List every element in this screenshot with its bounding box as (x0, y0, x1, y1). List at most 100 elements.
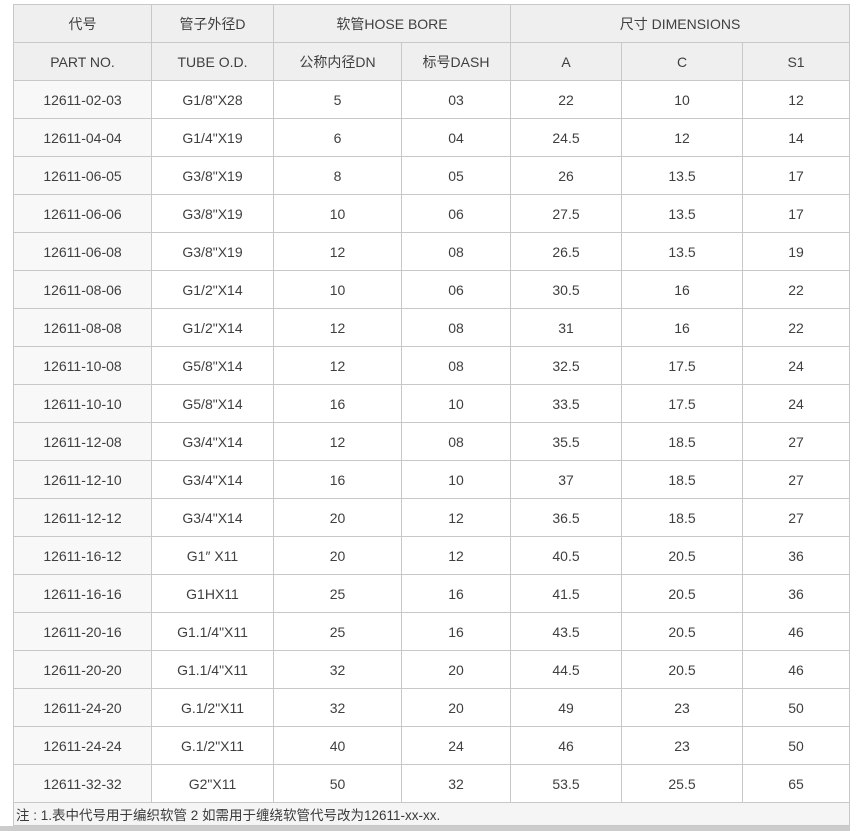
cell-tube-od: G3/4"X14 (151, 460, 274, 499)
cell-part-no: 12611-12-12 (13, 498, 152, 537)
table-row: 12611-10-10 G5/8"X14 16 10 33.5 17.5 24 (13, 384, 851, 423)
cell-c: 20.5 (621, 536, 743, 575)
cell-c: 17.5 (621, 346, 743, 385)
cell-dn: 12 (273, 422, 402, 461)
cell-a: 24.5 (510, 118, 622, 157)
cell-a: 32.5 (510, 346, 622, 385)
cell-dash: 16 (401, 574, 511, 613)
cell-tube-od: G1HX11 (151, 574, 274, 613)
cell-dash: 08 (401, 308, 511, 347)
table-row: 12611-12-08 G3/4"X14 12 08 35.5 18.5 27 (13, 422, 851, 461)
cell-part-no: 12611-10-08 (13, 346, 152, 385)
cell-c: 13.5 (621, 194, 743, 233)
cell-s1: 27 (741, 498, 851, 537)
cell-s1: 22 (741, 308, 851, 347)
cell-c: 23 (621, 726, 743, 765)
cell-dash: 06 (401, 270, 511, 309)
cell-c: 18.5 (621, 422, 743, 461)
cell-dn: 12 (273, 232, 402, 271)
header-tube-od-cn: 管子外径D (151, 4, 274, 43)
cell-s1: 50 (741, 688, 851, 727)
cell-s1: 14 (741, 118, 851, 157)
table-note: 注 : 1.表中代号用于编织软管 2 如需用于缠绕软管代号改为12611-xx-… (12, 802, 851, 826)
cell-part-no: 12611-02-03 (13, 80, 152, 119)
cell-c: 13.5 (621, 156, 743, 195)
table-row: 12611-08-08 G1/2"X14 12 08 31 16 22 (13, 308, 851, 347)
cell-dn: 50 (273, 764, 402, 803)
cell-part-no: 12611-12-10 (13, 460, 152, 499)
cell-s1: 19 (741, 232, 851, 271)
cell-dn: 32 (273, 688, 402, 727)
hose-fitting-spec-table: 代号 管子外径D 软管HOSE BORE 尺寸 DIMENSIONS PART … (12, 4, 851, 826)
cell-dash: 12 (401, 536, 511, 575)
table-body: 12611-02-03 G1/8"X28 5 03 22 10 12 12611-04-04 G… (13, 80, 851, 803)
header-c: C (621, 42, 743, 81)
cell-tube-od: G3/4"X14 (151, 422, 274, 461)
table-row: 12611-16-12 G1″ X11 20 12 40.5 20.5 36 (13, 536, 851, 575)
cell-s1: 36 (741, 536, 851, 575)
cell-s1: 50 (741, 726, 851, 765)
cell-a: 40.5 (510, 536, 622, 575)
cell-dn: 40 (273, 726, 402, 765)
cell-s1: 65 (741, 764, 851, 803)
cell-part-no: 12611-04-04 (13, 118, 152, 157)
cell-dn: 12 (273, 308, 402, 347)
cell-dash: 12 (401, 498, 511, 537)
cell-dn: 25 (273, 574, 402, 613)
cell-s1: 24 (741, 346, 851, 385)
cell-dn: 6 (273, 118, 402, 157)
cell-dn: 12 (273, 346, 402, 385)
cell-c: 10 (621, 80, 743, 119)
cell-dn: 10 (273, 270, 402, 309)
cell-dash: 20 (401, 650, 511, 689)
cell-a: 27.5 (510, 194, 622, 233)
cell-part-no: 12611-24-24 (13, 726, 152, 765)
cell-dash: 06 (401, 194, 511, 233)
cell-dash: 08 (401, 346, 511, 385)
cell-dash: 08 (401, 422, 511, 461)
cell-part-no: 12611-08-06 (13, 270, 152, 309)
table-row: 12611-06-08 G3/8"X19 12 08 26.5 13.5 19 (13, 232, 851, 271)
cell-c: 23 (621, 688, 743, 727)
cell-part-no: 12611-08-08 (13, 308, 152, 347)
cell-a: 26 (510, 156, 622, 195)
cell-part-no: 12611-20-20 (13, 650, 152, 689)
table-row: 12611-20-20 G1.1/4"X11 32 20 44.5 20.5 46 (13, 650, 851, 689)
cell-a: 37 (510, 460, 622, 499)
cell-dn: 10 (273, 194, 402, 233)
cell-c: 16 (621, 270, 743, 309)
cell-part-no: 12611-32-32 (13, 764, 152, 803)
cell-tube-od: G1/8"X28 (151, 80, 274, 119)
cell-part-no: 12611-06-06 (13, 194, 152, 233)
header-s1: S1 (741, 42, 851, 81)
cell-dash: 08 (401, 232, 511, 271)
cell-s1: 27 (741, 422, 851, 461)
cell-a: 33.5 (510, 384, 622, 423)
header-row-group: 代号 管子外径D 软管HOSE BORE 尺寸 DIMENSIONS (13, 4, 851, 43)
cell-c: 17.5 (621, 384, 743, 423)
header-tube-od-en: TUBE O.D. (151, 42, 274, 81)
header-dimensions-group: 尺寸 DIMENSIONS (509, 4, 851, 43)
cell-tube-od: G1/2"X14 (151, 270, 274, 309)
header-part-no-cn: 代号 (13, 4, 152, 43)
cell-part-no: 12611-06-05 (13, 156, 152, 195)
cell-dn: 16 (273, 460, 402, 499)
cell-s1: 17 (741, 194, 851, 233)
cell-s1: 17 (741, 156, 851, 195)
cell-a: 35.5 (510, 422, 622, 461)
cell-dn: 20 (273, 536, 402, 575)
cell-dn: 20 (273, 498, 402, 537)
cell-c: 16 (621, 308, 743, 347)
cell-part-no: 12611-06-08 (13, 232, 152, 271)
table-row: 12611-08-06 G1/2"X14 10 06 30.5 16 22 (13, 270, 851, 309)
table-row: 12611-20-16 G1.1/4"X11 25 16 43.5 20.5 46 (13, 612, 851, 651)
cell-dash: 16 (401, 612, 511, 651)
cell-c: 13.5 (621, 232, 743, 271)
cell-s1: 36 (741, 574, 851, 613)
cell-s1: 46 (741, 612, 851, 651)
cell-a: 44.5 (510, 650, 622, 689)
cell-tube-od: G3/8"X19 (151, 194, 274, 233)
cell-dn: 25 (273, 612, 402, 651)
table-row: 12611-16-16 G1HX11 25 16 41.5 20.5 36 (13, 574, 851, 613)
cell-dash: 03 (401, 80, 511, 119)
